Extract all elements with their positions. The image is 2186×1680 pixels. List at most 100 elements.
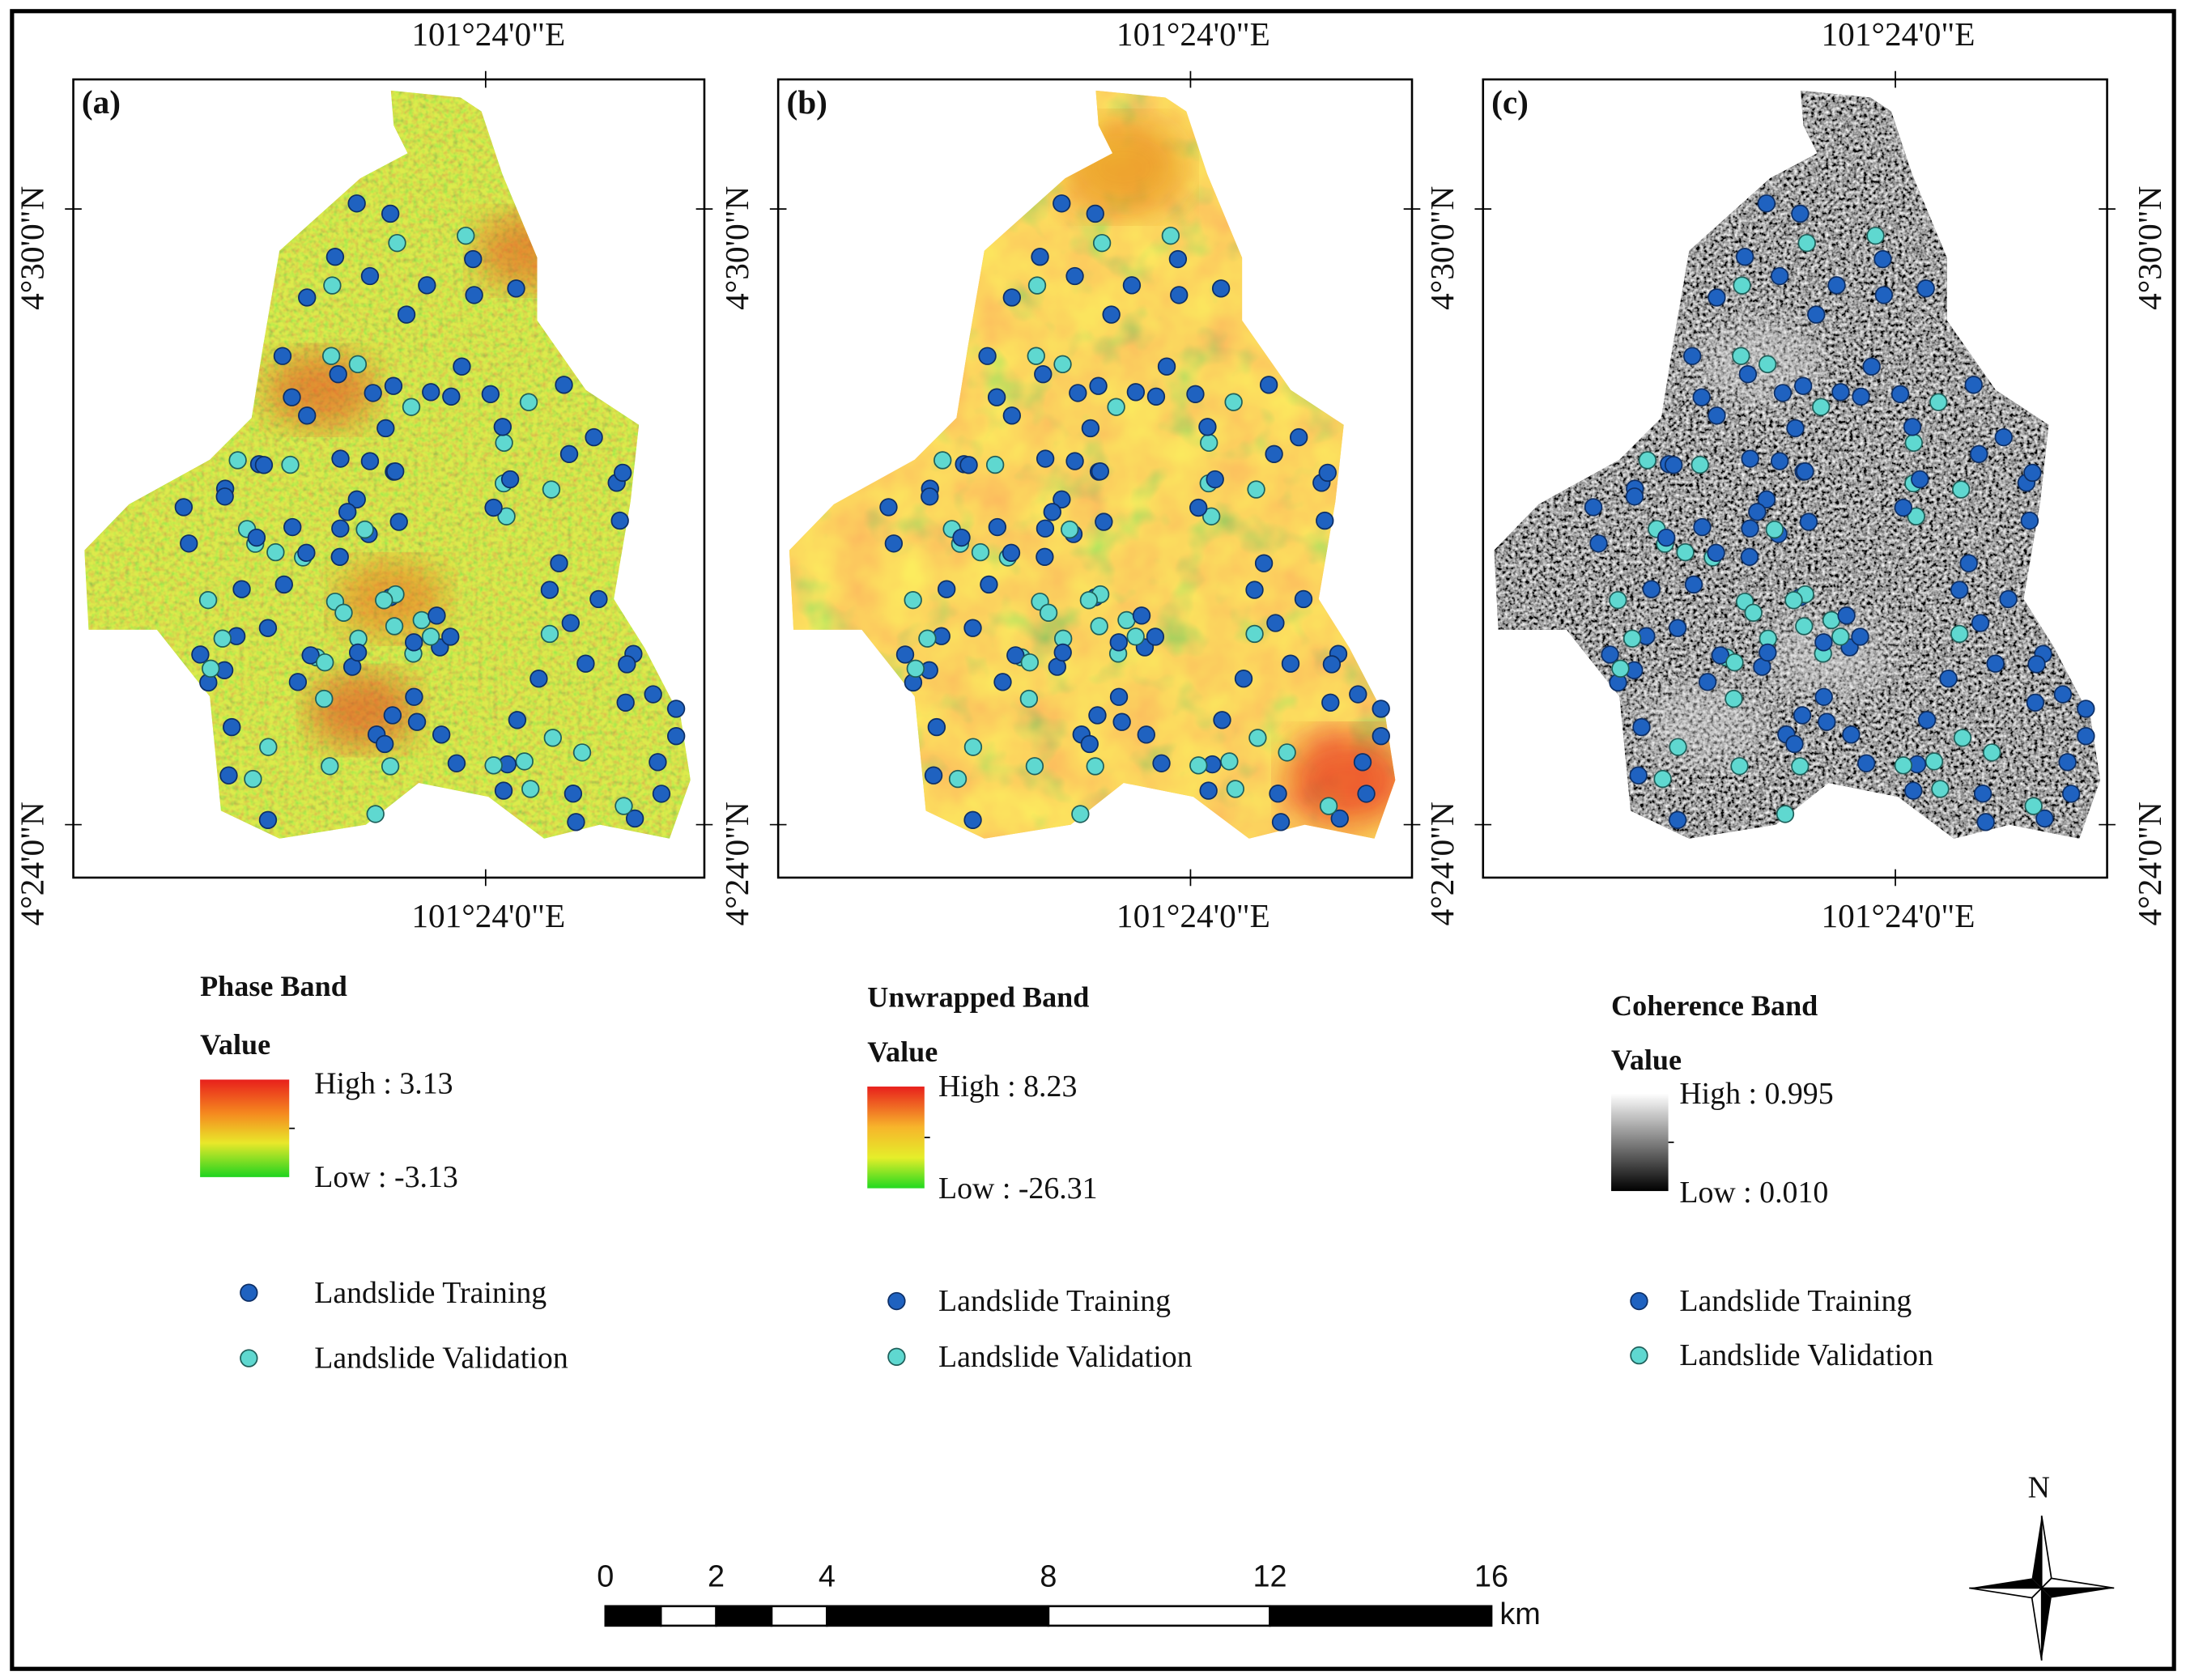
legend-symbol [240, 1283, 258, 1302]
training-point [258, 619, 278, 637]
lat-label: 4°30'0"N [718, 186, 755, 310]
training-point [1316, 511, 1334, 530]
validation-point [497, 507, 516, 525]
training-point [325, 248, 345, 266]
training-point [1657, 528, 1676, 547]
legend-subtitle: Value [867, 1036, 938, 1068]
training-point [1692, 388, 1711, 406]
training-point [1664, 456, 1683, 474]
training-point [921, 487, 939, 506]
training-point [1031, 248, 1049, 266]
training-point [347, 194, 366, 213]
training-point [1999, 589, 2018, 609]
training-point [1785, 734, 1804, 754]
training-point [952, 528, 971, 547]
training-point [1873, 249, 1892, 269]
panel-frame [776, 78, 1414, 879]
map-panel: (a) 101°24'0"E 101°24'0"E 4°30'0"N 4°24'0"N P… [14, 15, 713, 1376]
scale-segment [659, 1605, 717, 1627]
validation-point [1733, 276, 1751, 295]
training-point [1759, 643, 1777, 662]
training-point [442, 387, 461, 406]
scale-unit: km [1499, 1597, 1540, 1631]
training-point [1959, 554, 1978, 572]
training-point [1939, 670, 1958, 688]
training-point [1254, 554, 1274, 572]
validation-point [1725, 653, 1744, 672]
training-point [1065, 266, 1084, 286]
validation-point [484, 756, 503, 775]
legend-low: Low : -26.31 [938, 1172, 1098, 1206]
legend-low: Low : 0.010 [1679, 1176, 1828, 1210]
training-point [559, 444, 579, 463]
scale-tick-label: 4 [819, 1559, 836, 1593]
validation-point [388, 233, 406, 253]
training-point [1738, 364, 1758, 384]
training-point [1748, 503, 1767, 521]
training-point [561, 614, 580, 632]
training-point [895, 645, 915, 664]
validation-point [198, 590, 218, 610]
training-point [1852, 387, 1870, 406]
training-point [1146, 627, 1165, 646]
validation-point [1201, 507, 1221, 525]
training-point [1002, 288, 1022, 307]
training-point [1770, 266, 1789, 286]
training-point [1668, 619, 1687, 637]
training-point [1904, 781, 1923, 800]
validation-point [1086, 757, 1104, 776]
training-point [1916, 279, 1935, 298]
legend-subtitle: Value [200, 1028, 270, 1061]
training-point [1629, 766, 1648, 785]
training-point [447, 754, 466, 772]
scale-segment [1269, 1605, 1493, 1627]
validation-point [1126, 627, 1145, 646]
training-point [297, 543, 316, 562]
training-point [1036, 547, 1054, 566]
validation-point [323, 276, 342, 295]
training-point [1818, 712, 1836, 731]
training-point [508, 711, 527, 729]
training-point [1601, 645, 1619, 664]
validation-point [1725, 689, 1743, 708]
validation-point [1791, 757, 1810, 776]
validation-point [202, 659, 220, 678]
training-point [884, 534, 904, 553]
lat-label: 4°24'0"N [718, 802, 755, 925]
training-point [1786, 419, 1805, 438]
training-point [1322, 655, 1342, 674]
training-point [453, 357, 471, 376]
training-point [1053, 194, 1071, 213]
training-point [666, 700, 686, 718]
training-point [978, 347, 997, 365]
training-point [1095, 513, 1113, 531]
validation-point [375, 591, 393, 610]
training-point [1271, 813, 1291, 831]
validation-point [381, 757, 400, 776]
validation-point [1224, 393, 1243, 411]
validation-point [1220, 752, 1239, 771]
training-point [1894, 498, 1913, 517]
legend-item: Landslide Training [1679, 1284, 1912, 1318]
training-point [2077, 726, 2095, 746]
training-point [1357, 785, 1376, 803]
validation-point [1061, 520, 1079, 539]
training-point [348, 643, 368, 662]
training-point [1708, 288, 1726, 307]
training-point [331, 519, 350, 538]
training-point [1211, 279, 1231, 298]
map-panel: (b) 101°24'0"E 101°24'0"E 4°30'0"N 4°24'0"N U… [718, 15, 1421, 1374]
training-point [1372, 700, 1390, 718]
training-point [1708, 406, 1726, 425]
legend-item: Landslide Training [938, 1284, 1171, 1318]
training-point [1109, 633, 1128, 652]
training-point [1851, 627, 1869, 646]
training-point [2058, 753, 2077, 772]
training-point [1112, 712, 1131, 731]
training-point [963, 810, 982, 830]
validation-point [963, 738, 983, 756]
training-point [1890, 385, 1910, 403]
training-point [360, 452, 380, 470]
training-point [1986, 654, 2005, 673]
